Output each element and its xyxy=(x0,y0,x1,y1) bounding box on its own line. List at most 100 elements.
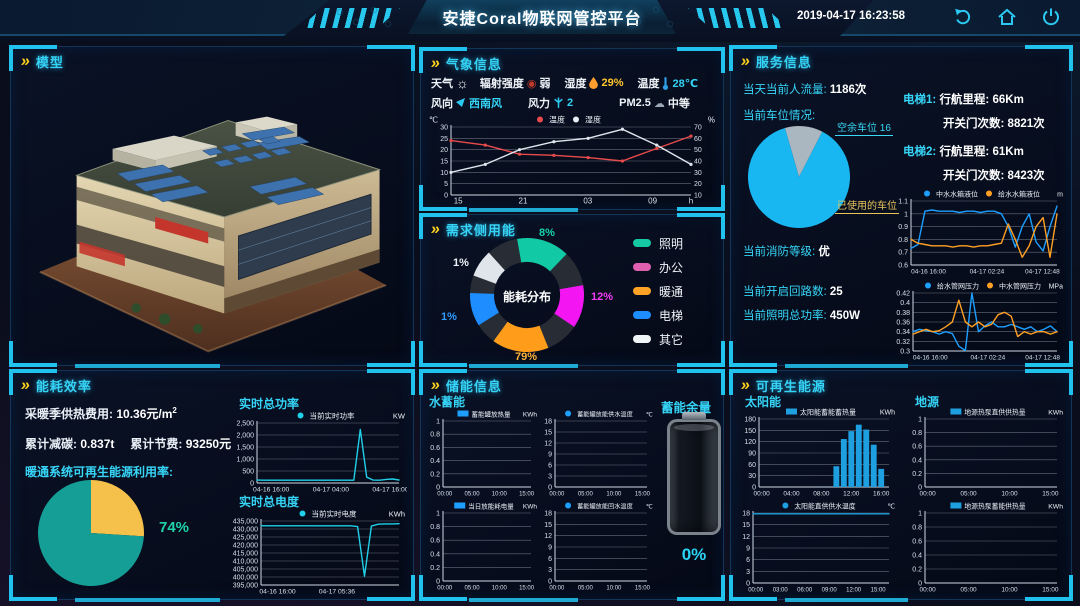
radiation-icon: ◉ xyxy=(526,77,537,90)
svg-text:00:00: 00:00 xyxy=(437,586,453,592)
lighting-power-label: 当前照明总功率: xyxy=(743,310,827,322)
storage-return-temp-chart: 0 3 6 9 12 15 18 00:00 05:00 10:00 15:00 蓄能罐放能回水温度 ℃ xyxy=(541,499,655,591)
wind-power-value: 2 xyxy=(567,97,574,109)
battery-percent: 0% xyxy=(681,545,707,564)
svg-text:6: 6 xyxy=(548,463,552,470)
svg-text:0: 0 xyxy=(746,581,750,588)
svg-text:04-16 16:00: 04-16 16:00 xyxy=(913,355,948,362)
double-chevron-icon xyxy=(740,379,751,393)
undo-icon[interactable] xyxy=(952,6,974,28)
carbon-label: 累计减碳: xyxy=(25,437,77,451)
double-chevron-icon xyxy=(430,379,441,393)
water-tank-level-chart: 0.6 0.7 0.8 0.9 1 1.1 04-16 16:00 04-17 02:24 04… xyxy=(889,187,1065,276)
svg-text:0.42: 0.42 xyxy=(896,291,910,298)
storage-heat-release-chart: 0 0.2 0.4 0.6 0.8 1 00:00 05:00 10:00 15:00 蓄能罐放热量… xyxy=(425,407,539,498)
svg-text:04-16 16:00: 04-16 16:00 xyxy=(259,589,296,596)
renewable-usage-label: 暖通系统可再生能源利用率: xyxy=(25,465,173,479)
donut-center-label: 能耗分布 xyxy=(502,290,551,304)
svg-text:25: 25 xyxy=(440,136,448,143)
sun-icon: ☼ xyxy=(456,75,469,91)
panel-storage-title: 储能信息 xyxy=(445,379,502,394)
svg-text:MPa: MPa xyxy=(1049,284,1064,291)
svg-text:400,000: 400,000 xyxy=(233,575,258,582)
double-chevron-icon xyxy=(20,55,31,69)
svg-text:2,500: 2,500 xyxy=(236,421,254,428)
storage-supply-temp-chart: 0 3 6 9 12 15 18 00:00 05:00 10:00 15:00 蓄能罐放能供水温度 ℃ xyxy=(541,407,655,497)
saving-label: 累计节费: xyxy=(130,437,183,451)
svg-text:0.4: 0.4 xyxy=(430,458,440,465)
legend-item: 照明 xyxy=(633,231,683,255)
donut-callout-other: 1% xyxy=(453,257,469,269)
radiation-label: 辐射强度 xyxy=(479,78,524,90)
pm25-cloud-icon: ☁ xyxy=(653,97,665,110)
svg-text:0.36: 0.36 xyxy=(896,320,910,327)
svg-text:0.32: 0.32 xyxy=(896,339,910,346)
elevator2-doors-label: 开关门次数: xyxy=(943,170,1005,182)
svg-text:16:00: 16:00 xyxy=(873,491,890,498)
svg-text:0: 0 xyxy=(250,481,254,488)
realtime-power-chart: 0 500 1,000 1,500 2,000 2,500 04-16 16:00 04-17… xyxy=(225,409,407,494)
open-loops-value: 25 xyxy=(829,286,843,298)
svg-text:KWh: KWh xyxy=(1048,504,1063,511)
svg-text:90: 90 xyxy=(748,451,756,458)
power-icon[interactable] xyxy=(1040,6,1062,28)
svg-text:0: 0 xyxy=(752,485,756,492)
svg-text:420,000: 420,000 xyxy=(233,543,258,550)
svg-text:05:00: 05:00 xyxy=(960,587,977,594)
svg-text:12: 12 xyxy=(742,534,750,541)
svg-text:0.3: 0.3 xyxy=(900,349,910,356)
svg-text:9: 9 xyxy=(548,452,552,459)
svg-text:0.8: 0.8 xyxy=(898,237,908,244)
panel-demand: 需求侧用能 能耗分布 8% 12% 79% 1% 1% 照明 办公 暖通 电梯 … xyxy=(419,213,725,368)
svg-text:℃: ℃ xyxy=(429,116,438,125)
svg-text:10:00: 10:00 xyxy=(606,492,622,498)
svg-text:500: 500 xyxy=(242,469,254,476)
svg-text:0.8: 0.8 xyxy=(912,525,922,532)
home-icon[interactable] xyxy=(996,6,1018,28)
double-chevron-icon xyxy=(430,223,441,237)
svg-text:0.7: 0.7 xyxy=(898,250,908,257)
panel-service-title: 服务信息 xyxy=(755,55,812,70)
svg-text:06:00: 06:00 xyxy=(797,588,813,594)
elevator2-doors-value: 8423次 xyxy=(1007,170,1045,182)
svg-text:00:00: 00:00 xyxy=(919,587,936,594)
svg-text:5: 5 xyxy=(444,181,448,188)
svg-text:蓄能罐放能回水温度: 蓄能罐放能回水温度 xyxy=(577,503,633,511)
header-left-decoration xyxy=(0,0,330,36)
svg-text:15:00: 15:00 xyxy=(519,492,535,498)
svg-text:KWh: KWh xyxy=(523,504,537,511)
svg-text:m: m xyxy=(1057,192,1063,199)
svg-text:04-16 16:00: 04-16 16:00 xyxy=(911,269,946,276)
realtime-electricity-chart: 395,000 400,000 405,000 410,000 415,000 420,0… xyxy=(217,507,407,596)
svg-text:05:00: 05:00 xyxy=(578,492,594,498)
svg-text:0.6: 0.6 xyxy=(898,263,908,270)
svg-text:18: 18 xyxy=(544,419,552,426)
realtime-power-title: 实时总功率 xyxy=(239,397,300,411)
panel-model-title: 模型 xyxy=(35,55,64,70)
solar-supply-temp-chart: 0 3 6 9 12 15 18 00:00 03:00 06:00 09:00 12:00 15:00… xyxy=(737,499,897,594)
svg-text:40: 40 xyxy=(694,159,702,166)
header-bar: 安捷Coral物联网管控平台 2019-04-17 16:23:58 xyxy=(0,0,1080,42)
realtime-electricity-title: 实时总电度 xyxy=(239,495,300,509)
svg-text:给水水箱液位: 给水水箱液位 xyxy=(998,190,1040,199)
svg-text:太阳能直供供水温度: 太阳能直供供水温度 xyxy=(794,502,855,511)
heating-cost-value: 10.36元/m xyxy=(116,407,173,421)
elevator1-doors-label: 开关门次数: xyxy=(943,118,1005,130)
svg-text:℃: ℃ xyxy=(646,412,653,419)
svg-text:1: 1 xyxy=(436,511,440,518)
panel-model: 模型 xyxy=(9,45,415,368)
renewable-usage-percent: 74% xyxy=(159,519,190,536)
svg-text:405,000: 405,000 xyxy=(233,567,258,574)
svg-text:30: 30 xyxy=(748,473,756,480)
svg-text:KWh: KWh xyxy=(1048,410,1063,417)
wind-direction-label: 风向 xyxy=(431,98,453,110)
parking-free-label: 空余车位 16 xyxy=(835,119,893,136)
svg-text:60: 60 xyxy=(748,462,756,469)
svg-text:℃: ℃ xyxy=(646,504,653,511)
svg-text:0.2: 0.2 xyxy=(912,471,922,478)
temperature-value: 28℃ xyxy=(672,77,699,90)
elevator1-name: 电梯1: xyxy=(903,94,937,106)
svg-text:150: 150 xyxy=(744,428,756,435)
svg-text:KW: KW xyxy=(393,412,406,421)
people-flow-label: 当天当前人流量: xyxy=(743,84,827,96)
